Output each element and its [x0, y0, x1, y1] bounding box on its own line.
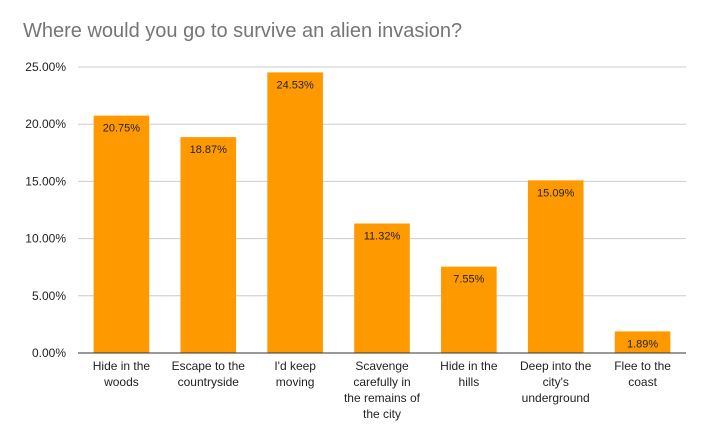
- x-category-label: Flee to the coast: [614, 359, 671, 389]
- y-axis-tick-labels: 0.00% 5.00% 10.00% 15.00% 20.00% 25.00%: [25, 60, 66, 360]
- y-tick-label: 0.00%: [32, 346, 66, 360]
- y-tick-label: 25.00%: [25, 60, 66, 74]
- x-axis-category-labels: Hide in the woods Escape to the countryside…: [93, 359, 672, 421]
- x-category-label: Scavenge carefully in the remains of the ci…: [344, 359, 421, 421]
- data-label: 20.75%: [103, 123, 141, 135]
- data-label: 1.89%: [627, 338, 658, 350]
- bar: [527, 180, 584, 353]
- x-category-label: Hide in the hills: [440, 359, 498, 389]
- x-category-label: Deep into the city's underground: [520, 359, 592, 405]
- y-tick-label: 20.00%: [25, 117, 66, 131]
- x-category-label: I'd keep moving: [274, 359, 316, 389]
- bar: [354, 223, 410, 353]
- bar: [267, 72, 323, 353]
- x-category-label: Escape to the countryside: [172, 359, 246, 389]
- bar: [441, 266, 497, 353]
- bar: [93, 115, 150, 354]
- data-label: 7.55%: [453, 274, 484, 286]
- bar: [180, 137, 237, 353]
- chart-title: Where would you go to survive an alien i…: [23, 20, 463, 42]
- data-label: 24.53%: [276, 79, 314, 91]
- bar: [614, 331, 671, 353]
- y-tick-label: 5.00%: [32, 289, 66, 303]
- data-label: 18.87%: [190, 144, 228, 156]
- y-tick-label: 15.00%: [25, 174, 66, 188]
- data-label: 15.09%: [537, 187, 575, 199]
- x-category-label: Hide in the woods: [93, 359, 151, 389]
- data-labels: 20.75% 18.87% 24.53% 11.32% 7.55% 15.09% 1.89%: [103, 79, 659, 350]
- bars: [93, 72, 671, 354]
- y-tick-label: 10.00%: [25, 232, 66, 246]
- data-label: 11.32%: [364, 230, 401, 242]
